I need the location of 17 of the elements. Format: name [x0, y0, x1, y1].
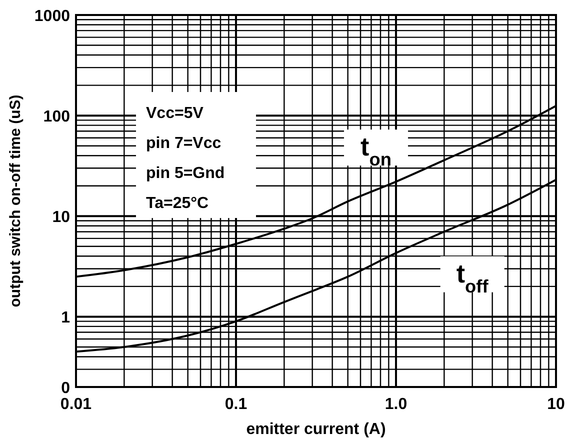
x-tick-label: 10 — [547, 396, 565, 413]
y-axis-title: output switch on-off time (uS) — [7, 94, 24, 308]
x-axis-title: emitter current (A) — [246, 421, 386, 438]
y-tick-label: 100 — [43, 108, 70, 126]
x-tick-label: 0.01 — [60, 396, 92, 413]
annotation: pin 5=Gnd — [146, 165, 225, 182]
annotation: pin 7=Vcc — [146, 135, 222, 152]
series-label: t$_{off}$ — [456, 258, 490, 296]
y-tick-label: 0 — [61, 380, 70, 397]
y-tick-label: 1 — [61, 310, 70, 327]
y-tick-label: 1000 — [34, 8, 70, 25]
y-tick-label: 10 — [52, 209, 70, 226]
x-tick-label: 1.0 — [384, 396, 408, 413]
annotation: Vcc=5V — [146, 105, 204, 122]
annotation: Ta=25°C — [146, 195, 210, 212]
x-tick-label: 0.1 — [224, 396, 248, 413]
series-label: t$_{on}$ — [360, 132, 392, 170]
